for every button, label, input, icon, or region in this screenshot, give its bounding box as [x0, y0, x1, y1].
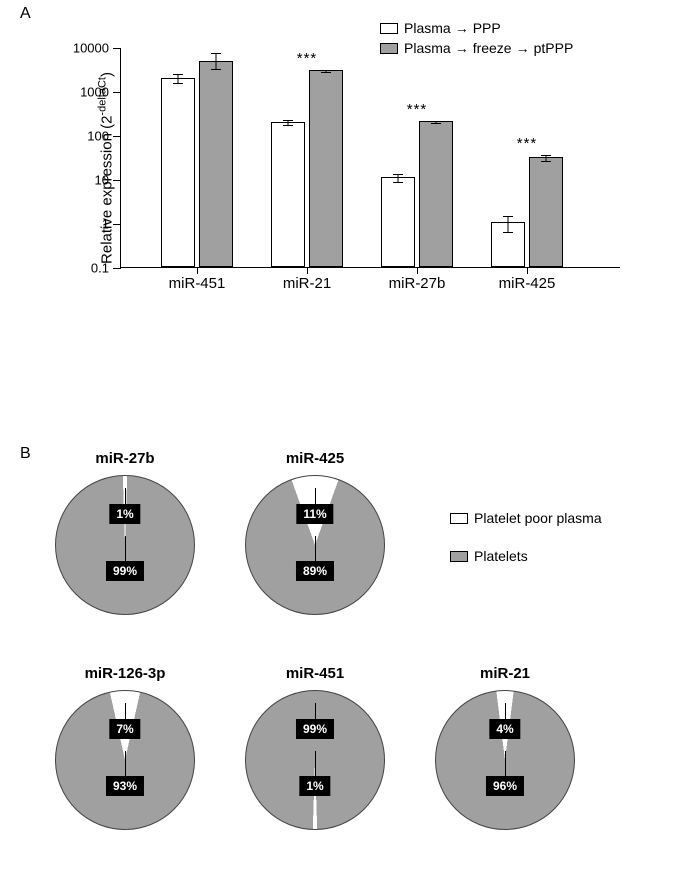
legend-b-ppp-label: Platelet poor plasma: [474, 510, 602, 526]
y-tick-label: 10: [95, 173, 121, 188]
error-cap: [211, 53, 221, 54]
error-cap: [431, 121, 441, 122]
pct-tick: [505, 751, 506, 776]
error-cap: [541, 155, 551, 156]
error-bar: [398, 174, 399, 182]
pie-title: miR-126-3p: [55, 665, 195, 682]
x-tick-label: miR-27b: [367, 267, 467, 292]
x-tick-label: miR-451: [147, 267, 247, 292]
pie: 4% 96%: [435, 690, 575, 830]
pct-tick: [315, 751, 316, 776]
bar: [161, 78, 195, 267]
pie: 99% 1%: [245, 690, 385, 830]
y-tick-label: 100: [87, 129, 121, 144]
error-cap: [283, 120, 293, 121]
y-tick-label: 1000: [80, 85, 121, 100]
significance-stars: ***: [407, 101, 428, 118]
pct-tick: [315, 488, 316, 504]
pie-wrap: miR-27b 1% 99%: [55, 450, 195, 615]
bar-chart: Relative expression (2-deltaCt) 0.111010…: [90, 28, 650, 308]
error-cap: [431, 123, 441, 124]
error-cap: [393, 174, 403, 175]
pct-tick: [125, 703, 126, 719]
legend-b-plt-label: Platelets: [474, 548, 528, 564]
y-axis-label: Relative expression (2-deltaCt): [96, 72, 115, 264]
error-bar: [178, 74, 179, 83]
bar: [309, 70, 343, 267]
pie: 11% 89%: [245, 475, 385, 615]
error-bar: [216, 53, 217, 69]
pct-label-bottom: 93%: [106, 776, 144, 796]
significance-stars: ***: [297, 50, 318, 67]
pct-tick: [125, 751, 126, 776]
pct-label-top: 11%: [296, 504, 333, 524]
panel-a-label: A: [20, 5, 31, 23]
error-bar: [508, 216, 509, 232]
plot-area: 0.1110100100010000miR-451miR-21***miR-27…: [120, 48, 620, 268]
pct-label-top: 99%: [296, 719, 334, 739]
significance-stars: ***: [517, 135, 538, 152]
pct-label-bottom: 89%: [296, 561, 334, 581]
pct-tick: [125, 488, 126, 504]
bar: [271, 122, 305, 267]
pie-wrap: miR-425 11% 89%: [245, 450, 385, 615]
legend-swatch-gray: [450, 551, 468, 562]
bar: [199, 61, 233, 267]
error-cap: [173, 83, 183, 84]
pct-label-top: 7%: [109, 719, 140, 739]
pie-title: miR-425: [245, 450, 385, 467]
panel-b-label: B: [20, 445, 31, 463]
bar: [419, 121, 453, 267]
y-tick-label: 10000: [73, 41, 121, 56]
legend-b-row-plt: Platelets: [450, 548, 602, 564]
error-cap: [321, 72, 331, 73]
bar: [381, 177, 415, 267]
pct-tick: [315, 536, 316, 561]
error-cap: [283, 125, 293, 126]
x-tick-label: miR-21: [257, 267, 357, 292]
pct-tick: [125, 536, 126, 561]
pie-wrap: miR-21 4% 96%: [435, 665, 575, 830]
pie-wrap: miR-451 99% 1%: [245, 665, 385, 830]
pct-tick: [315, 703, 316, 719]
pie-title: miR-451: [245, 665, 385, 682]
y-tick-label: 0.1: [91, 261, 121, 276]
x-tick-label: miR-425: [477, 267, 577, 292]
error-cap: [541, 161, 551, 162]
error-cap: [173, 74, 183, 75]
pie-title: miR-27b: [55, 450, 195, 467]
bar: [529, 157, 563, 267]
legend-swatch-white: [450, 513, 468, 524]
pct-label-bottom: 96%: [486, 776, 524, 796]
error-cap: [211, 69, 221, 70]
pct-label-bottom: 99%: [106, 561, 144, 581]
pct-tick: [505, 703, 506, 719]
legend-b: Platelet poor plasma Platelets: [450, 510, 602, 586]
ylab-suf: ): [98, 72, 115, 77]
pie-title: miR-21: [435, 665, 575, 682]
pie-wrap: miR-126-3p 7% 93%: [55, 665, 195, 830]
pct-label-top: 1%: [109, 504, 140, 524]
pie: 7% 93%: [55, 690, 195, 830]
pct-label-top: 4%: [489, 719, 520, 739]
legend-b-row-ppp: Platelet poor plasma: [450, 510, 602, 526]
pct-label-bottom: 1%: [299, 776, 330, 796]
error-cap: [393, 182, 403, 183]
error-cap: [503, 232, 513, 233]
pie: 1% 99%: [55, 475, 195, 615]
error-cap: [503, 216, 513, 217]
y-tick-label: 1: [102, 217, 121, 232]
